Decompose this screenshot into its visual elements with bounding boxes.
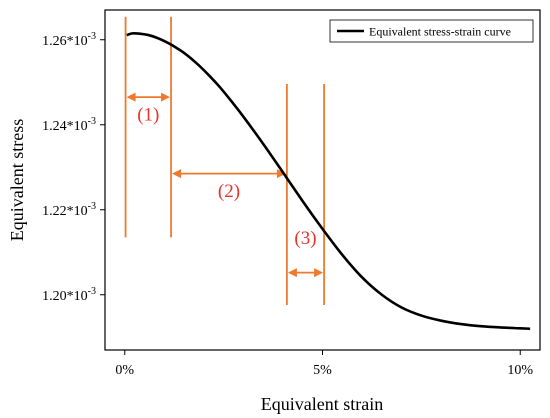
region-arrow-head bbox=[172, 169, 182, 179]
legend-label: Equivalent stress-strain curve bbox=[369, 25, 511, 39]
region-label: (2) bbox=[218, 181, 240, 202]
region-annotations: (1) (2) (3) bbox=[124, 16, 325, 305]
x-axis-title: Equivalent strain bbox=[261, 394, 383, 414]
y-axis-title: Equivalent stress bbox=[7, 119, 27, 241]
y-axis-ticks: 1.20*10-3 1.22*10-3 1.24*10-3 1.26*10-3 bbox=[42, 31, 105, 304]
x-tick-label: 5% bbox=[313, 363, 332, 378]
series-group bbox=[126, 32, 531, 331]
legend: Equivalent stress-strain curve bbox=[329, 19, 534, 43]
x-tick-label: 0% bbox=[115, 363, 134, 378]
series-line bbox=[126, 32, 531, 331]
region-arrow-head bbox=[126, 92, 136, 102]
y-tick-label: 1.26*10-3 bbox=[42, 31, 96, 49]
region-label: (1) bbox=[137, 105, 159, 126]
region-arrow-head bbox=[314, 268, 324, 278]
region-label: (3) bbox=[294, 228, 316, 249]
y-tick-label: 1.22*10-3 bbox=[42, 201, 96, 219]
legend-box bbox=[329, 19, 534, 43]
x-axis-ticks: 0% 5% 10% bbox=[115, 350, 533, 378]
region-arrow-head bbox=[287, 268, 297, 278]
x-tick-label: 10% bbox=[507, 363, 533, 378]
y-tick-label: 1.20*10-3 bbox=[42, 286, 96, 304]
y-tick-label: 1.24*10-3 bbox=[42, 116, 96, 134]
region-arrow-head bbox=[161, 92, 171, 102]
region-arrow-head bbox=[276, 169, 286, 179]
